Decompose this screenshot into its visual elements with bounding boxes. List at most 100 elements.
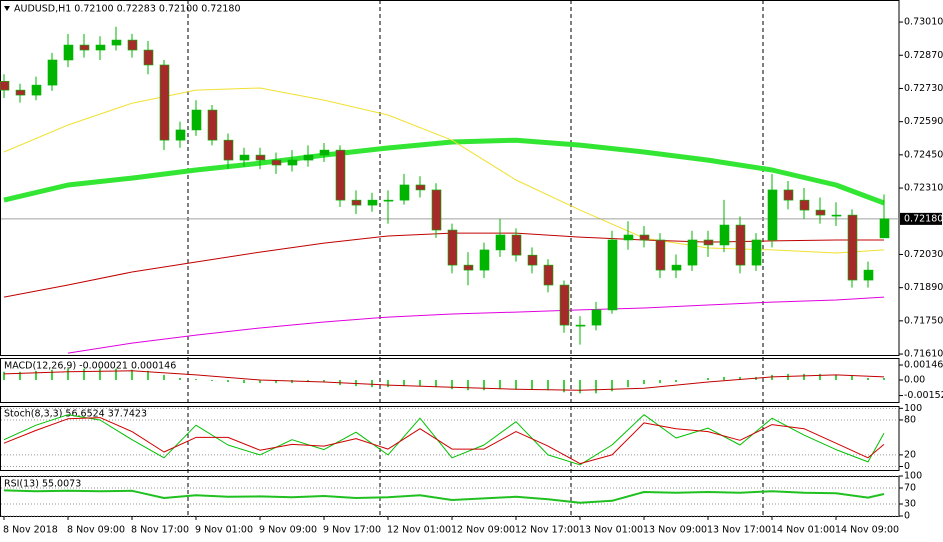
x-tick-label: 9 Nov 09:00: [259, 525, 317, 536]
x-tick-label: 14 Nov 09:00: [835, 525, 899, 536]
indicator-line: [3, 489, 885, 504]
x-tick-label: 12 Nov 17:00: [515, 525, 579, 536]
candle-body: [799, 199, 810, 211]
candle-body: [399, 184, 410, 201]
indicator-line: [3, 414, 885, 466]
candle-body: [735, 224, 746, 266]
y-tick-label: 20: [904, 449, 916, 460]
x-tick-label: 14 Nov 01:00: [771, 525, 835, 536]
candle-body: [367, 199, 378, 206]
panel-frame: [0, 406, 900, 471]
candle-body: [591, 309, 602, 326]
indicator-line: [3, 137, 885, 206]
candle-body: [879, 218, 890, 239]
y-tick-label: 30: [904, 499, 916, 510]
panel-title: RSI(13) 55.0073: [4, 479, 81, 490]
y-tick-label: 70: [904, 483, 916, 494]
candle-body: [159, 64, 170, 141]
x-tick-label: 8 Nov 2018: [3, 525, 58, 536]
candle-body: [511, 234, 522, 256]
candle-body: [63, 44, 74, 61]
y-tick-label: 0.72730: [904, 83, 943, 94]
candle-body: [319, 149, 330, 156]
candle-body: [143, 49, 154, 66]
candle-body: [623, 234, 634, 241]
candle-body: [271, 159, 282, 166]
x-tick-label: 8 Nov 09:00: [67, 525, 125, 536]
candle-body: [607, 239, 618, 311]
candle-body: [431, 189, 442, 231]
candle-body: [527, 254, 538, 266]
panel-title: AUDUSD,H1 0.72100 0.72283 0.72100 0.7218…: [14, 4, 241, 15]
candle-body: [687, 239, 698, 266]
candle-body: [335, 149, 346, 201]
y-tick-label: 0.00: [904, 375, 925, 386]
indicator-line: [3, 370, 885, 391]
candle-body: [751, 239, 762, 266]
y-tick-label: 0.72870: [904, 50, 943, 61]
panel-title: Stoch(8,3,3) 56.6524 37.7423: [4, 409, 147, 420]
x-tick-label: 12 Nov 09:00: [451, 525, 515, 536]
candle-body: [47, 59, 58, 86]
x-tick-label: 13 Nov 01:00: [579, 525, 643, 536]
candle-body: [767, 189, 778, 241]
x-tick-label: 13 Nov 09:00: [643, 525, 707, 536]
candle-body: [831, 214, 842, 217]
candle-body: [479, 249, 490, 271]
candle-body: [351, 199, 362, 206]
candle-body: [559, 284, 570, 326]
candle-body: [15, 89, 26, 96]
current-price-label: 0.72180: [904, 213, 943, 224]
y-tick-label: 0.73010: [904, 17, 943, 28]
y-tick-label: 0.72450: [904, 149, 943, 160]
candle-body: [207, 109, 218, 141]
candle-body: [255, 154, 266, 161]
panel-frame: [0, 476, 900, 517]
candle-body: [95, 44, 106, 51]
candle-body: [175, 129, 186, 141]
x-tick-label: 12 Nov 01:00: [387, 525, 451, 536]
y-tick-label: 0.71750: [904, 315, 943, 326]
candle-body: [31, 84, 42, 96]
candle-body: [703, 239, 714, 246]
candle-body: [415, 184, 426, 191]
candle-body: [287, 159, 298, 166]
y-tick-label: 0.71610: [904, 349, 943, 360]
panel-frame: [0, 0, 900, 356]
x-tick-label: 9 Nov 17:00: [323, 525, 381, 536]
y-tick-label: 0.71890: [904, 282, 943, 293]
candle-body: [239, 154, 250, 161]
indicator-line: [67, 296, 885, 354]
y-tick-label: 0.72590: [904, 116, 943, 127]
day-separators: [187, 0, 764, 518]
candle-body: [783, 189, 794, 201]
y-tick-label: -0.001522: [904, 390, 943, 401]
y-tick-label: 100: [904, 403, 922, 414]
y-tick-label: 0.001464: [904, 360, 943, 371]
y-tick-label: 80: [904, 414, 916, 425]
candle-body: [383, 199, 394, 202]
symbol-icon: [4, 6, 10, 11]
y-tick-label: 0.72310: [904, 183, 943, 194]
candle-body: [463, 264, 474, 271]
candle-body: [575, 324, 586, 327]
candle-body: [671, 264, 682, 271]
y-tick-label: 0: [904, 461, 910, 472]
candle-body: [543, 264, 554, 286]
candle-body: [815, 209, 826, 216]
y-tick-label: 0: [904, 511, 910, 522]
candle-body: [447, 229, 458, 266]
candle-body: [495, 234, 506, 251]
candle-body: [111, 39, 122, 46]
candle-body: [127, 39, 138, 51]
y-tick-label: 100: [904, 471, 922, 482]
candle-body: [191, 109, 202, 131]
candle-body: [303, 154, 314, 161]
candle-body: [863, 269, 874, 281]
x-tick-label: 13 Nov 17:00: [707, 525, 771, 536]
x-tick-label: 9 Nov 01:00: [195, 525, 253, 536]
current-price-box: [900, 212, 942, 225]
indicator-line: [3, 87, 885, 254]
